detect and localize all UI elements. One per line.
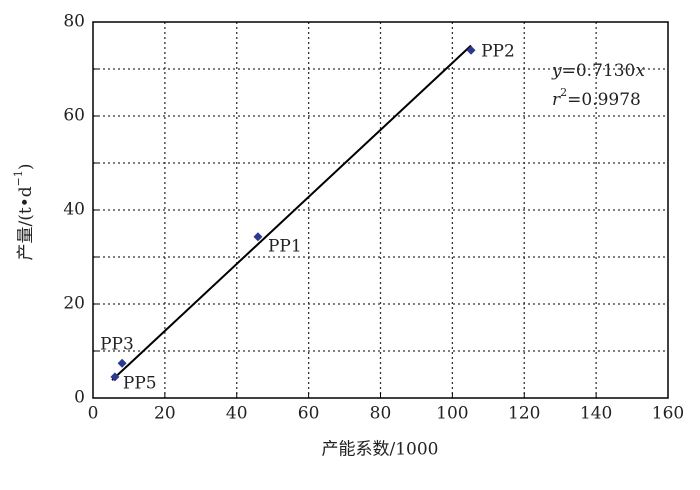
- point: [466, 45, 476, 55]
- x-tick-label: 40: [226, 404, 248, 424]
- x-tick-label: 120: [508, 404, 540, 424]
- point: [253, 232, 263, 242]
- equation-y: y: [551, 61, 562, 81]
- y-axis-label: 产量/(t•d−1): [12, 164, 36, 261]
- point-label: PP3: [100, 335, 134, 355]
- x-tick-label: 100: [436, 404, 468, 424]
- r2-value: =0.9978: [567, 90, 641, 110]
- x-axis-label: 产能系数/1000: [322, 440, 439, 460]
- r-squared: r2=0.9978: [552, 86, 641, 110]
- plot-frame: [92, 21, 669, 399]
- y-tick-label: 80: [63, 12, 85, 32]
- y-tick-label: 0: [74, 388, 85, 408]
- equation-x: x: [635, 61, 645, 81]
- point-label: PP2: [481, 42, 515, 62]
- equation-coef: =0.7130: [562, 61, 636, 81]
- x-tick-label: 60: [298, 404, 320, 424]
- x-tick-label: 160: [652, 404, 684, 424]
- y-label-sup: −1: [12, 170, 25, 186]
- r2-r: r: [552, 90, 561, 110]
- x-tick-label: 0: [88, 404, 99, 424]
- y-label-main: 产量/(t•d: [16, 186, 36, 260]
- r2-sup: 2: [560, 86, 567, 99]
- y-tick-label: 20: [63, 294, 85, 314]
- point-label: PP1: [268, 236, 302, 256]
- point-label: PP5: [123, 373, 157, 393]
- x-tick-label: 20: [154, 404, 176, 424]
- equation: y=0.7130x: [551, 61, 645, 81]
- x-tick-label: 80: [370, 404, 392, 424]
- y-label-tail: ): [16, 164, 36, 171]
- y-tick-label: 60: [63, 106, 85, 126]
- x-tick-label: 140: [580, 404, 612, 424]
- trend-line: [111, 44, 472, 381]
- point: [117, 358, 127, 368]
- y-tick-label: 40: [63, 200, 85, 220]
- point: [110, 372, 120, 382]
